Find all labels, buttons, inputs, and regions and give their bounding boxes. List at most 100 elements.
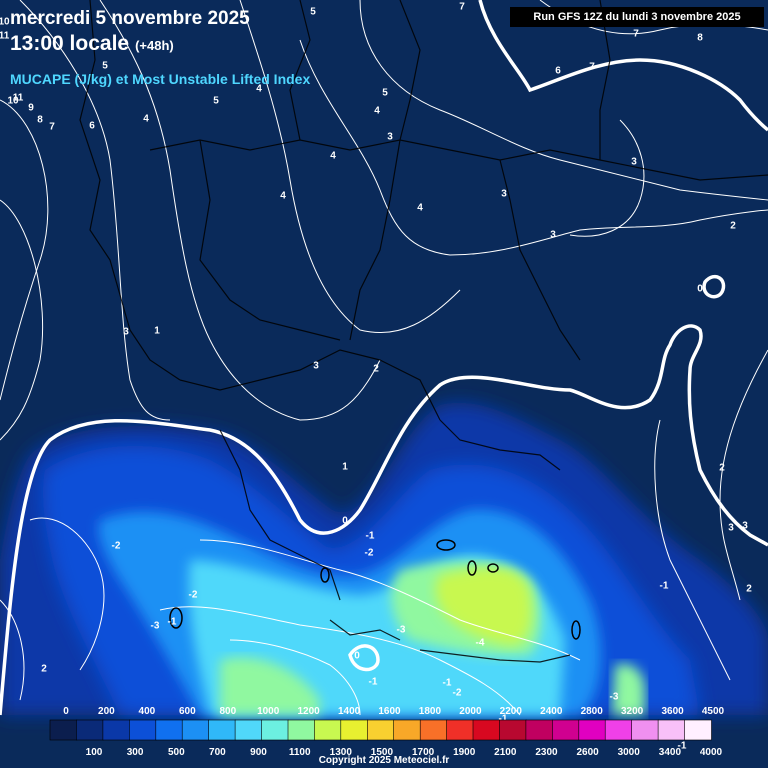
border (79, 0, 181, 381)
isoline-label: -2 (453, 688, 462, 699)
border (219, 429, 341, 601)
isoline (29, 517, 105, 671)
isoline-label: -1 (443, 678, 452, 689)
isoline-label: 11 (13, 93, 24, 104)
isoline-label: 4 (280, 191, 286, 202)
isoline-label: -2 (112, 541, 121, 552)
legend-tick-top: 2400 (540, 706, 563, 717)
isoline-label: -3 (151, 621, 160, 632)
border (419, 649, 571, 663)
forecast-time: 13:00 locale (+48h) (10, 32, 174, 56)
legend-tick-top: 3600 (661, 706, 684, 717)
isoline-label: 11 (0, 31, 10, 42)
isoline-label: 2 (41, 664, 47, 675)
legend-tick-bottom: 300 (126, 747, 144, 758)
island (320, 567, 330, 583)
isoline-label: -1 (660, 581, 669, 592)
isoline-label: 0 (354, 651, 360, 662)
border (399, 0, 421, 141)
legend-swatch (446, 719, 474, 741)
legend-swatch (366, 719, 395, 741)
legend-tick-bottom: 3400 (658, 747, 682, 758)
isoline-label: -1 (168, 617, 177, 628)
run-info-badge: Run GFS 12Z du lundi 3 novembre 2025 (510, 7, 764, 27)
local-time: 13:00 locale (10, 32, 130, 55)
isoline-label: 7 (589, 62, 595, 73)
legend-swatch (578, 719, 606, 741)
isoline-label: 4 (143, 114, 149, 125)
isoline (229, 639, 361, 716)
legend-swatch (472, 719, 501, 741)
legend-swatch (287, 719, 316, 741)
isoline-label: 1 (342, 462, 348, 473)
isoline-label: -3 (610, 692, 619, 703)
legend-tick-top: 600 (178, 706, 196, 717)
legend-tick-top: 800 (219, 706, 237, 717)
isoline (19, 0, 171, 421)
legend-swatch (604, 719, 633, 741)
isoline-label: 3 (313, 361, 319, 372)
border (439, 419, 561, 471)
legend-swatch (261, 719, 289, 741)
legend-swatch (631, 719, 659, 741)
isoline-label: 2 (746, 584, 752, 595)
isoline-label: 5 (310, 7, 316, 18)
isoline (359, 0, 768, 201)
isoline-label: 5 (213, 96, 219, 107)
country-borders (79, 0, 768, 663)
zero-line-main (0, 324, 768, 716)
legend-swatch (49, 719, 78, 741)
border (289, 0, 311, 141)
legend-tick-top: 4500 (701, 706, 725, 717)
legend-tick-top: 0 (63, 706, 69, 717)
cape-zone-peak (435, 567, 532, 645)
isoline-label: 8 (697, 33, 703, 44)
border (329, 619, 401, 641)
isoline-label: 0 (697, 284, 703, 295)
isoline-label: 6 (89, 121, 95, 132)
isoline-label: -1 (366, 531, 375, 542)
legend-tick-bottom: 1500 (370, 747, 394, 758)
legend-tick-bottom: 2300 (535, 747, 558, 758)
legend-swatch (129, 719, 157, 741)
zero-loop-east (702, 274, 726, 299)
legend-swatch (208, 719, 236, 741)
isoline-label: 10 (7, 96, 19, 107)
isoline (654, 419, 731, 681)
legend-swatch (419, 719, 448, 741)
island (436, 539, 456, 551)
isoline-label: 2 (730, 221, 736, 232)
isoline-label: 3 (550, 230, 556, 241)
legend-swatch (76, 719, 104, 741)
legend-tick-top: 1200 (297, 706, 320, 717)
legend-tick-top: 1000 (257, 706, 280, 717)
isoline-label: -1 (369, 677, 378, 688)
legend-swatch (393, 719, 421, 741)
forecast-offset: (+48h) (135, 38, 174, 53)
legend-tick-bottom: 700 (209, 747, 226, 758)
isoline-label: 4 (417, 203, 423, 214)
border (349, 139, 401, 341)
border (499, 159, 581, 361)
legend-tick-bottom: 3000 (617, 747, 640, 758)
legend-tick-bottom: 2600 (576, 747, 599, 758)
isoline-label: 7 (459, 2, 465, 13)
legend-tick-bottom: 1900 (453, 747, 476, 758)
legend-tick-top: 400 (138, 706, 156, 717)
legend-swatch (525, 719, 554, 741)
isoline-label: 7 (49, 122, 55, 133)
zero-loop-south (348, 644, 380, 672)
islands (169, 539, 581, 640)
legend-swatch (155, 719, 184, 741)
isoline-label: 3 (501, 189, 507, 200)
legend-tick-bottom: 1100 (288, 747, 311, 758)
legend-swatch (552, 719, 580, 741)
isoline (299, 39, 768, 256)
border (599, 0, 611, 160)
legend-tick-top: 1600 (378, 706, 401, 717)
isoline-label: 4 (330, 151, 336, 162)
parameter-title: MUCAPE (J/kg) et Most Unstable Lifted In… (10, 71, 311, 87)
